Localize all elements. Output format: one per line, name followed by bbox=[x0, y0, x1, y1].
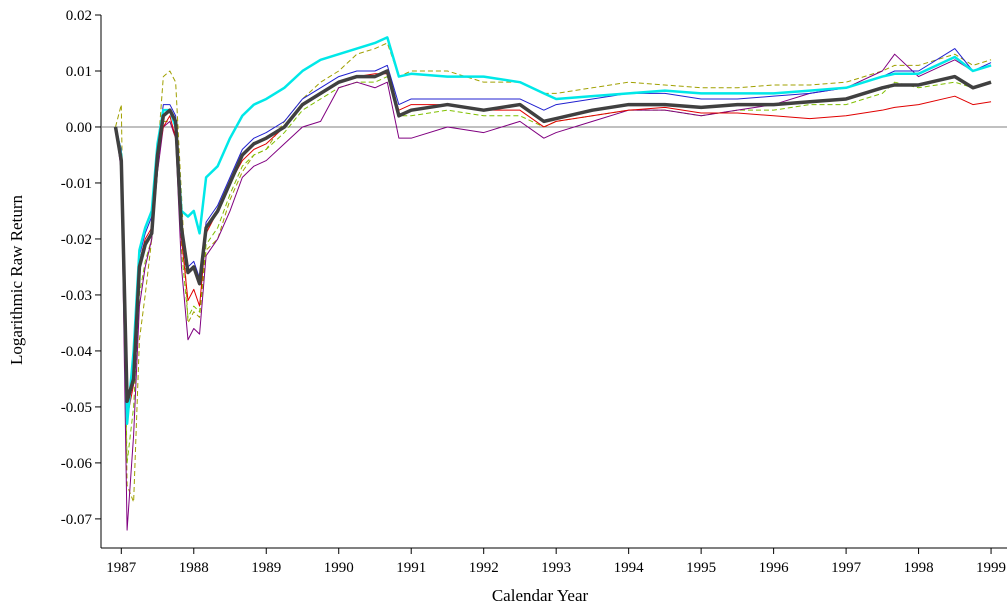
series-line bbox=[115, 42, 992, 503]
x-tick-label: 1994 bbox=[614, 560, 645, 576]
y-tick-label: -0.06 bbox=[61, 456, 93, 472]
series-line bbox=[115, 73, 992, 419]
y-tick-label: 0.01 bbox=[66, 64, 92, 80]
x-axis-label: Calendar Year bbox=[492, 586, 589, 605]
x-tick-label: 1990 bbox=[324, 560, 354, 576]
x-tick-label: 1988 bbox=[179, 560, 209, 576]
series-line bbox=[113, 69, 992, 404]
y-tick-label: -0.07 bbox=[61, 512, 93, 528]
y-tick-label: -0.04 bbox=[61, 344, 93, 360]
y-tick-label: 0.00 bbox=[66, 120, 92, 136]
x-tick-label: 1993 bbox=[541, 560, 571, 576]
x-tick-label: 1989 bbox=[251, 560, 281, 576]
y-tick-label: 0.02 bbox=[66, 8, 92, 24]
x-tick-label: 1992 bbox=[469, 560, 499, 576]
series-line bbox=[115, 53, 992, 531]
x-tick-label: 1998 bbox=[904, 560, 934, 576]
x-tick-label: 1997 bbox=[831, 560, 862, 576]
x-tick-label: 1996 bbox=[759, 560, 790, 576]
y-tick-label: -0.02 bbox=[61, 232, 92, 248]
x-tick-label: 1995 bbox=[686, 560, 716, 576]
y-tick-label: -0.03 bbox=[61, 288, 92, 304]
series-line bbox=[115, 48, 992, 408]
series-line bbox=[115, 76, 992, 464]
x-tick-label: 1999 bbox=[976, 560, 1006, 576]
series-line bbox=[114, 36, 992, 425]
x-tick-label: 1991 bbox=[396, 560, 426, 576]
y-axis-label: Logarithmic Raw Return bbox=[7, 195, 26, 365]
x-tick-label: 1987 bbox=[106, 560, 137, 576]
y-tick-label: -0.05 bbox=[61, 400, 92, 416]
y-tick-label: -0.01 bbox=[61, 176, 92, 192]
